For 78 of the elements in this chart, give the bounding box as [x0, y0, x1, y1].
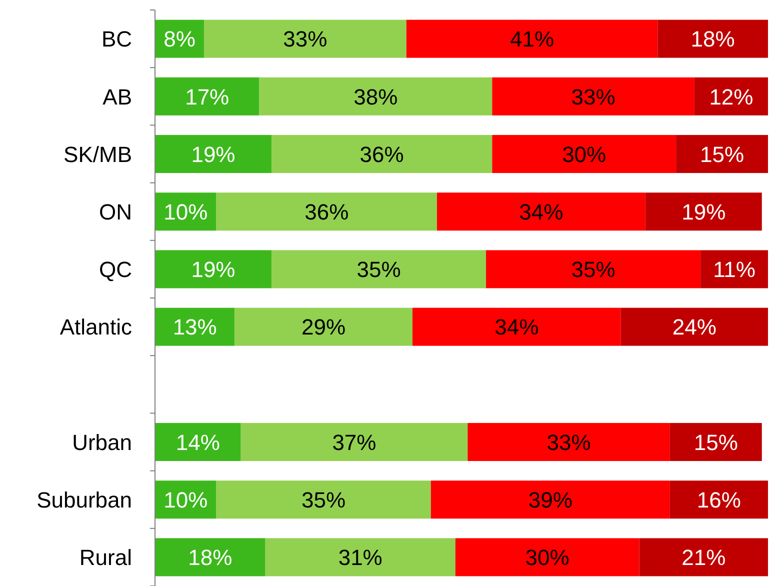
data-label: 24%	[672, 314, 716, 340]
bar	[155, 250, 272, 288]
bar	[412, 308, 621, 346]
data-label: 35%	[571, 257, 616, 282]
bar	[259, 77, 492, 116]
bar	[492, 134, 676, 174]
data-label: 34%	[519, 200, 564, 225]
data-label: 41%	[510, 26, 554, 52]
data-label: 18%	[690, 26, 735, 52]
bar	[430, 480, 670, 519]
data-label: 18%	[188, 545, 232, 570]
data-label: 29%	[302, 314, 346, 340]
data-label: 14%	[176, 430, 220, 455]
bar	[658, 20, 768, 58]
bar	[639, 538, 768, 576]
data-label: 19%	[191, 142, 236, 167]
bar	[670, 422, 762, 462]
bar	[486, 250, 701, 288]
data-label: 39%	[528, 488, 572, 513]
y-tick-label: Urban	[72, 430, 132, 455]
bar	[694, 77, 768, 116]
data-label: 19%	[191, 257, 236, 282]
data-label: 35%	[356, 257, 401, 282]
bar	[670, 480, 768, 519]
data-label: 17%	[185, 84, 230, 110]
y-tick-label: SK/MB	[64, 142, 132, 167]
bar	[155, 134, 272, 174]
bar	[468, 422, 670, 462]
data-label: 19%	[682, 200, 726, 225]
y-tick-label: AB	[102, 84, 132, 110]
y-tick-label: Suburban	[36, 488, 132, 513]
data-label: 33%	[546, 430, 591, 455]
bar	[492, 77, 694, 116]
bar	[676, 134, 768, 174]
bar	[216, 192, 437, 231]
data-label: 11%	[713, 257, 756, 282]
data-label: 36%	[360, 142, 404, 167]
data-label: 36%	[304, 200, 349, 225]
data-label: 10%	[164, 200, 208, 225]
data-label: 30%	[525, 545, 570, 570]
y-tick-label: Rural	[79, 545, 132, 570]
bar	[155, 538, 266, 576]
bar	[271, 250, 486, 288]
bar	[620, 308, 768, 346]
data-label: 8%	[164, 26, 196, 52]
bar	[436, 192, 646, 231]
bar	[216, 480, 431, 519]
data-label: 33%	[571, 84, 616, 110]
data-label: 35%	[302, 488, 346, 513]
data-label: 33%	[283, 26, 328, 52]
bar	[204, 20, 406, 58]
bar	[240, 422, 468, 462]
bar	[265, 538, 456, 576]
y-tick-label: QC	[99, 257, 132, 282]
data-label: 30%	[562, 142, 606, 167]
bar	[645, 192, 762, 231]
bar	[700, 250, 768, 288]
data-label: 15%	[694, 430, 738, 455]
y-tick-label: BC	[101, 26, 132, 52]
bar	[234, 308, 412, 346]
data-label: 16%	[696, 488, 741, 513]
data-label: 13%	[172, 314, 217, 340]
bar	[155, 308, 235, 346]
bar	[406, 20, 658, 58]
y-tick-label: Atlantic	[60, 314, 132, 340]
bar	[155, 422, 241, 462]
data-label: 38%	[354, 84, 398, 110]
y-tick-label: ON	[99, 200, 132, 225]
data-label: 10%	[164, 488, 208, 513]
bar	[455, 538, 640, 576]
data-label: 37%	[332, 430, 376, 455]
data-label: 31%	[338, 545, 382, 570]
bar	[155, 77, 260, 116]
data-label: 15%	[700, 142, 744, 167]
data-label: 12%	[709, 84, 754, 110]
data-label: 21%	[682, 545, 726, 570]
data-label: 34%	[494, 314, 539, 340]
bar	[271, 134, 492, 174]
